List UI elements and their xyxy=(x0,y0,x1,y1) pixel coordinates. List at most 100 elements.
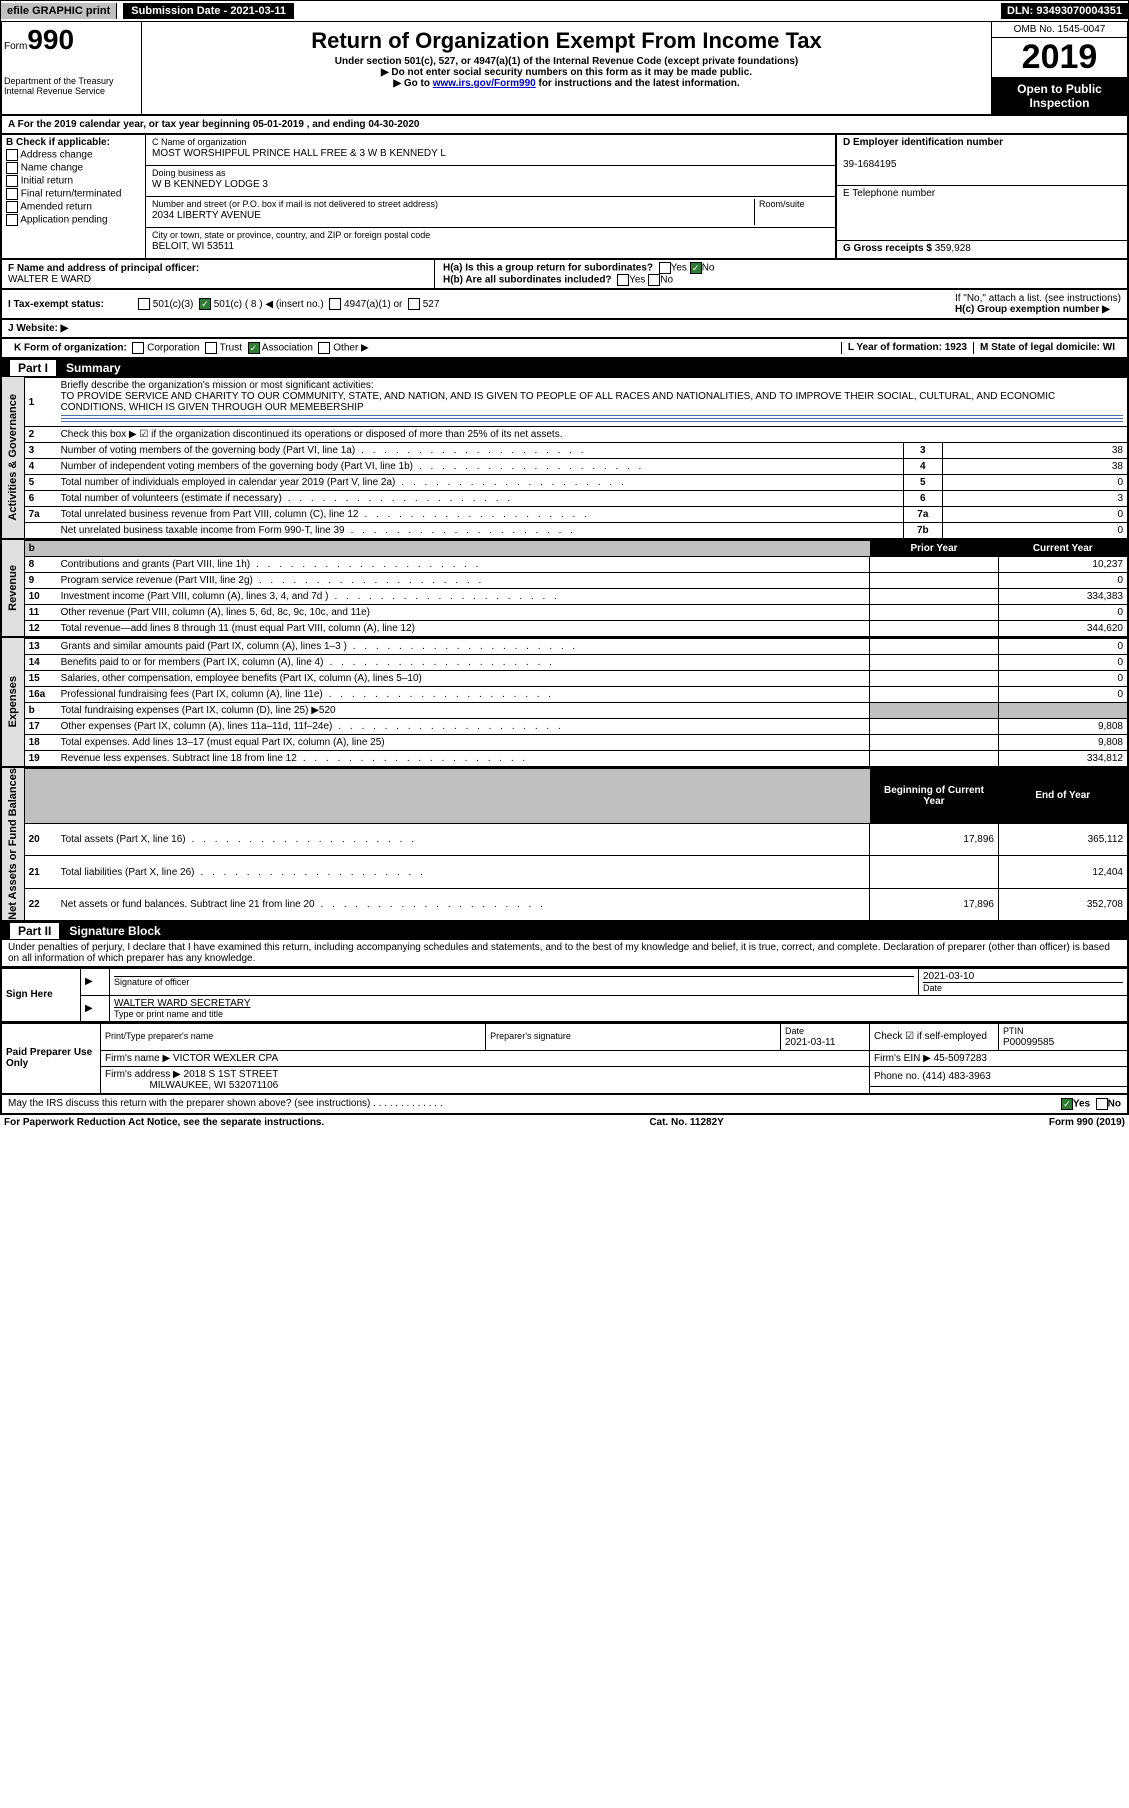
part2-header: Part IISignature Block xyxy=(0,922,1129,940)
goto-pre: ▶ Go to xyxy=(393,78,432,89)
omb-number: OMB No. 1545-0047 xyxy=(992,22,1127,38)
g-label: G Gross receipts $ xyxy=(843,243,932,254)
527: 527 xyxy=(423,299,440,310)
hb-note: If "No," attach a list. (see instruction… xyxy=(955,293,1121,304)
sig-date-hint: Date xyxy=(923,982,1123,993)
q7a: Total unrelated business revenue from Pa… xyxy=(57,507,904,523)
top-bar: efile GRAPHIC print Submission Date - 20… xyxy=(0,0,1129,22)
ein-value: 39-1684195 xyxy=(843,159,896,170)
501c: 501(c) ( 8 ) ◀ (insert no.) xyxy=(214,299,324,310)
irs: Internal Revenue Service xyxy=(4,86,139,96)
app-label: Application pending xyxy=(20,215,107,226)
v8: 10,237 xyxy=(999,557,1128,573)
q18: Total expenses. Add lines 13–17 (must eq… xyxy=(57,735,870,751)
chk-amended[interactable]: Amended return xyxy=(6,201,141,213)
v22e: 352,708 xyxy=(999,888,1128,920)
firm-addr-hint: Firm's address ▶ xyxy=(105,1069,181,1080)
q22: Net assets or fund balances. Subtract li… xyxy=(57,888,870,920)
efile-label[interactable]: efile GRAPHIC print xyxy=(1,3,117,19)
q1-label: Briefly describe the organization's miss… xyxy=(61,380,374,391)
q12: Total revenue—add lines 8 through 11 (mu… xyxy=(57,621,870,637)
typed-name: WALTER WARD SECRETARY xyxy=(114,998,1123,1009)
v7a: 0 xyxy=(942,507,1127,523)
k-other: Other ▶ xyxy=(333,343,368,354)
firm-ein: 45-5097283 xyxy=(934,1053,987,1064)
k-assoc: Association xyxy=(262,343,313,354)
v3: 38 xyxy=(942,443,1127,459)
street-hint: Number and street (or P.O. box if mail i… xyxy=(152,199,438,209)
k-trust: Trust xyxy=(220,343,242,354)
prior-year: Prior Year xyxy=(870,541,999,557)
v21b xyxy=(870,856,999,888)
ha-yes: Yes xyxy=(671,263,687,274)
prep-date: 2021-03-11 xyxy=(785,1037,835,1048)
check-self: Check ☑ if self-employed xyxy=(870,1023,999,1050)
officer-name: WALTER E WARD xyxy=(8,274,91,285)
ha-no: No xyxy=(702,263,715,274)
v19: 334,812 xyxy=(999,751,1128,767)
paid-label: Paid Preparer Use Only xyxy=(1,1023,101,1094)
typed-hint: Type or print name and title xyxy=(114,1009,1123,1019)
v9: 0 xyxy=(999,573,1128,589)
discuss-yes: Yes xyxy=(1073,1098,1090,1109)
q16a: Professional fundraising fees (Part IX, … xyxy=(57,687,870,703)
firm-ein-hint: Firm's EIN ▶ xyxy=(874,1053,931,1064)
dba-name: W B KENNEDY LODGE 3 xyxy=(152,179,268,190)
b-heading: B Check if applicable: xyxy=(6,137,110,148)
v20b: 17,896 xyxy=(870,823,999,855)
q11: Other revenue (Part VIII, column (A), li… xyxy=(57,605,870,621)
v12: 344,620 xyxy=(999,621,1128,637)
q6: Total number of volunteers (estimate if … xyxy=(57,491,904,507)
d-label: D Employer identification number xyxy=(843,137,1003,148)
chk-final[interactable]: Final return/terminated xyxy=(6,188,141,200)
may-irs-text: May the IRS discuss this return with the… xyxy=(8,1098,370,1109)
city-value: BELOIT, WI 53511 xyxy=(152,241,234,252)
room-hint: Room/suite xyxy=(759,199,805,209)
chk-application[interactable]: Application pending xyxy=(6,214,141,226)
vlabel-revenue: Revenue xyxy=(7,565,19,611)
q14: Benefits paid to or for members (Part IX… xyxy=(57,655,870,671)
note-goto: ▶ Go to www.irs.gov/Form990 for instruct… xyxy=(146,78,987,89)
init-label: Initial return xyxy=(21,176,73,187)
note-ssn: ▶ Do not enter social security numbers o… xyxy=(146,67,987,78)
sign-here-table: Sign Here ▶ Signature of officer 2021-03… xyxy=(0,968,1129,1023)
hb-label: H(b) Are all subordinates included? xyxy=(443,275,612,286)
v20e: 365,112 xyxy=(999,823,1128,855)
website-row: J Website: ▶ xyxy=(0,320,1129,339)
q17: Other expenses (Part IX, column (A), lin… xyxy=(57,719,870,735)
vlabel-expenses: Expenses xyxy=(7,676,19,727)
chk-address[interactable]: Address change xyxy=(6,149,141,161)
may-irs-row: May the IRS discuss this return with the… xyxy=(0,1095,1129,1115)
discuss-no: No xyxy=(1108,1098,1121,1109)
form-word: Form xyxy=(4,41,27,52)
calendar-line: A For the 2019 calendar year, or tax yea… xyxy=(8,119,419,130)
vlabel-governance: Activities & Governance xyxy=(7,394,19,521)
form990-link[interactable]: www.irs.gov/Form990 xyxy=(433,78,536,89)
sign-here-label: Sign Here xyxy=(1,968,81,1022)
submission-date: Submission Date - 2021-03-11 xyxy=(123,3,294,19)
part1-header: Part ISummary xyxy=(0,359,1129,377)
v14: 0 xyxy=(999,655,1128,671)
dept-treasury: Department of the Treasury xyxy=(4,76,139,86)
form-990: 990 xyxy=(27,24,74,55)
form-header: Form990 Department of the Treasury Inter… xyxy=(0,22,1129,116)
name-label: Name change xyxy=(21,163,83,174)
vlabel-netassets: Net Assets or Fund Balances xyxy=(7,768,19,920)
mission-text: TO PROVIDE SERVICE AND CHARITY TO OUR CO… xyxy=(61,391,1056,413)
phone-hint: Phone no. xyxy=(874,1071,920,1082)
open-public: Open to Public Inspection xyxy=(992,78,1127,114)
i-label: I Tax-exempt status: xyxy=(8,299,104,310)
v6: 3 xyxy=(942,491,1127,507)
v15: 0 xyxy=(999,671,1128,687)
tax-year: 2019 xyxy=(992,38,1127,78)
hc-label: H(c) Group exemption number ▶ xyxy=(955,304,1110,315)
501c3: 501(c)(3) xyxy=(153,299,194,310)
chk-name[interactable]: Name change xyxy=(6,162,141,174)
l-year: L Year of formation: 1923 xyxy=(848,342,967,353)
v21e: 12,404 xyxy=(999,856,1128,888)
firm-addr: 2018 S 1ST STREET xyxy=(184,1069,279,1080)
current-year: Current Year xyxy=(999,541,1128,557)
f-label: F Name and address of principal officer: xyxy=(8,263,199,274)
firm-name-hint: Firm's name ▶ xyxy=(105,1053,170,1064)
chk-initial[interactable]: Initial return xyxy=(6,175,141,187)
